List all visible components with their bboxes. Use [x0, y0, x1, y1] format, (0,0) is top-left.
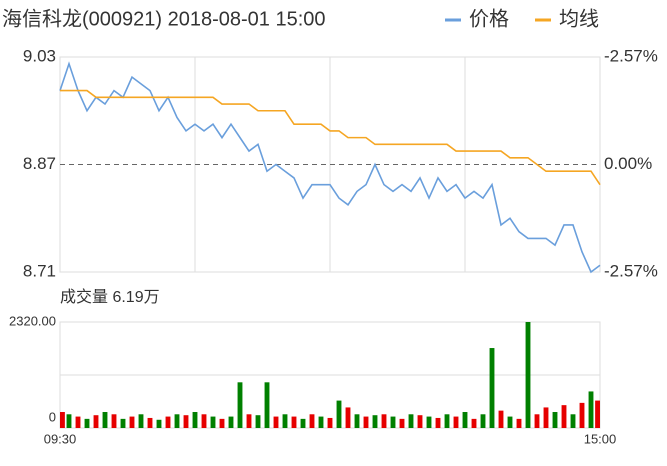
volume-bar — [273, 416, 279, 428]
volume-bar — [66, 414, 72, 428]
volume-bar — [408, 414, 414, 428]
volume-bar — [345, 407, 351, 428]
volume-bar — [525, 322, 531, 428]
volume-bar — [282, 414, 288, 428]
y-tick-label: 8.87 — [23, 154, 56, 173]
volume-bar — [363, 416, 369, 428]
volume-bar — [84, 418, 90, 428]
volume-bar — [417, 415, 423, 428]
volume-bar — [570, 414, 576, 428]
volume-bar — [309, 414, 315, 428]
volume-bar — [183, 415, 189, 428]
x-tick-label: 09:30 — [44, 431, 77, 446]
volume-bar — [138, 414, 144, 428]
volume-bar — [435, 417, 441, 428]
volume-bar — [327, 417, 333, 428]
volume-title: 成交量 6.19万 — [60, 288, 160, 306]
volume-bar — [129, 416, 135, 428]
y-tick-label: 8.71 — [23, 261, 56, 280]
volume-bar — [480, 414, 486, 428]
volume-bar — [444, 414, 450, 428]
volume-bar — [201, 414, 207, 428]
volume-bar — [453, 416, 459, 428]
volume-bar — [552, 412, 558, 428]
volume-bar — [595, 400, 600, 428]
y-tick-label: 9.03 — [23, 46, 56, 65]
volume-bar — [165, 416, 171, 428]
volume-bar — [543, 407, 549, 428]
volume-bar — [381, 414, 387, 428]
legend-label: 价格 — [469, 7, 509, 30]
volume-bar — [210, 416, 216, 428]
volume-bar — [489, 348, 495, 428]
volume-bar — [264, 382, 270, 428]
volume-bar — [561, 405, 567, 428]
volume-bar — [93, 415, 99, 428]
volume-bar — [516, 418, 522, 428]
volume-bar — [399, 418, 405, 428]
volume-bar — [246, 414, 252, 428]
y2-tick-label: -2.57% — [604, 261, 658, 280]
volume-bar — [336, 400, 342, 428]
volume-bar — [318, 416, 324, 428]
volume-bar — [462, 412, 468, 428]
y-tick-label: 2320.00 — [9, 313, 56, 328]
volume-bar — [534, 414, 540, 428]
volume-bar — [471, 418, 477, 428]
volume-bar — [156, 419, 162, 428]
volume-bar — [579, 402, 585, 428]
volume-bar — [588, 391, 594, 428]
y2-tick-label: 0.00% — [604, 154, 652, 173]
y-tick-label: 0 — [49, 409, 56, 424]
volume-bar — [219, 418, 225, 428]
x-tick-label: 15:00 — [584, 431, 617, 446]
volume-bar — [426, 416, 432, 428]
volume-bar — [60, 412, 65, 428]
chart-title: 海信科龙(000921) 2018-08-01 15:00 — [2, 7, 326, 30]
volume-bar — [498, 410, 504, 428]
volume-bar — [372, 415, 378, 428]
legend-label: 均线 — [559, 7, 599, 30]
volume-bar — [192, 412, 198, 428]
volume-bar — [390, 416, 396, 428]
y2-tick-label: -2.57% — [604, 46, 658, 65]
volume-bar — [75, 416, 81, 428]
volume-bar — [147, 417, 153, 428]
volume-bar — [174, 414, 180, 428]
volume-bar — [354, 414, 360, 428]
volume-bar — [237, 382, 243, 428]
volume-bar — [300, 418, 306, 428]
volume-bar — [228, 416, 234, 428]
volume-bar — [120, 418, 126, 428]
price-line — [59, 61, 601, 274]
volume-bar — [507, 416, 513, 428]
volume-bar — [255, 415, 261, 428]
volume-bar — [111, 414, 117, 428]
volume-bar — [102, 412, 108, 428]
volume-bar — [291, 416, 297, 428]
price-line — [60, 89, 601, 186]
